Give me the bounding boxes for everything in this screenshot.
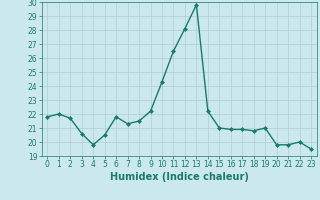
X-axis label: Humidex (Indice chaleur): Humidex (Indice chaleur) [110,172,249,182]
